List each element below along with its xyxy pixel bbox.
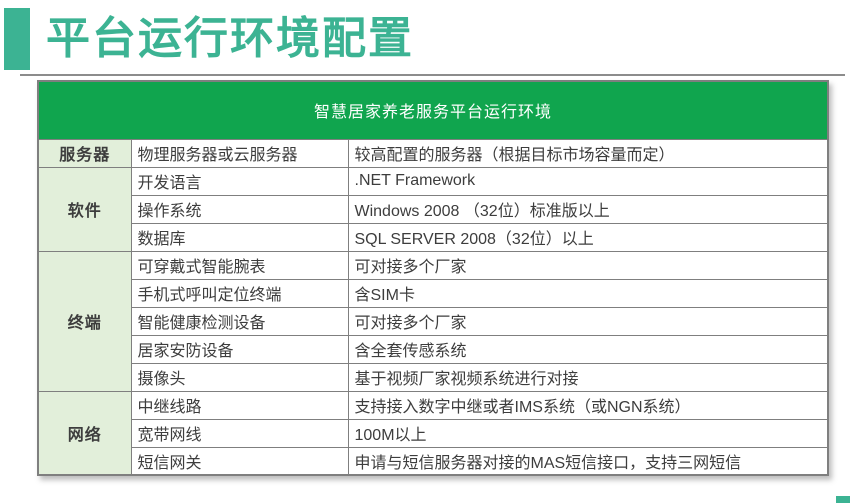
item-cell: 短信网关 [130,446,349,476]
env-table-body: 服务器 物理服务器或云服务器 较高配置的服务器（根据目标市场容量而定） 软件 开发语言.… [37,138,829,476]
group-label-cell: 网络 [37,390,132,476]
value-cell: Windows 2008 （32位）标准版以上 [347,194,829,224]
table-row: 宽带网线 100M以上 [38,418,829,448]
table-row: 手机式呼叫定位终端 含SIM卡 [38,278,829,308]
value-cell: 支持接入数字中继或者IMS系统（或NGN系统） [347,390,829,420]
item-cell: 物理服务器或云服务器 [130,138,349,168]
table-title-row: 智慧居家养老服务平台运行环境 [37,80,829,140]
item-cell: 手机式呼叫定位终端 [130,278,349,308]
title-accent-bar [4,8,30,70]
table-row: 数据库 SQL SERVER 2008（32位）以上 [38,222,829,252]
value-cell: 含全套传感系统 [347,334,829,364]
value-cell: 较高配置的服务器（根据目标市场容量而定） [347,138,829,168]
table-row: 摄像头 基于视频厂家视频系统进行对接 [38,362,829,392]
item-cell: 宽带网线 [130,418,349,448]
value-cell: 申请与短信服务器对接的MAS短信接口，支持三网短信 [347,446,829,476]
table-row: 居家安防设备 含全套传感系统 [38,334,829,364]
item-cell: 可穿戴式智能腕表 [130,250,349,280]
value-cell: 可对接多个厂家 [347,306,829,336]
group-label-cell: 服务器 [37,138,132,168]
value-cell: 基于视频厂家视频系统进行对接 [347,362,829,392]
item-cell: 开发语言 [130,166,349,196]
value-cell: 含SIM卡 [347,278,829,308]
group-label-cell: 终端 [37,250,132,392]
corner-accent [836,496,850,503]
value-cell: 100M以上 [347,418,829,448]
page-title: 平台运行环境配置 [46,14,414,63]
item-cell: 智能健康检测设备 [130,306,349,336]
title-divider [20,74,845,76]
table-row: 网络 中继线路 支持接入数字中继或者IMS系统（或NGN系统） [37,390,829,476]
table-row: 终端 可穿戴式智能腕表 可对接多个厂家 [37,250,829,392]
item-cell: 摄像头 [130,362,349,392]
environment-table: 智慧居家养老服务平台运行环境 服务器 物理服务器或云服务器 较高配置的服务器（根据目… [37,80,830,476]
item-cell: 操作系统 [130,194,349,224]
table-row: 操作系统 Windows 2008 （32位）标准版以上 [38,194,829,224]
table-row: 短信网关 申请与短信服务器对接的MAS短信接口，支持三网短信 [38,446,829,476]
item-cell: 居家安防设备 [130,334,349,364]
value-cell: .NET Framework [347,166,829,196]
value-cell: SQL SERVER 2008（32位）以上 [347,222,829,252]
group-label-cell: 软件 [37,166,132,252]
table-row: 服务器 物理服务器或云服务器 较高配置的服务器（根据目标市场容量而定） [37,138,829,168]
value-cell: 可对接多个厂家 [347,250,829,280]
item-cell: 中继线路 [130,390,349,420]
table-row: 智能健康检测设备 可对接多个厂家 [38,306,829,336]
table-row: 软件 开发语言 .NET Framework [37,166,829,252]
item-cell: 数据库 [130,222,349,252]
table-title: 智慧居家养老服务平台运行环境 [37,80,829,140]
